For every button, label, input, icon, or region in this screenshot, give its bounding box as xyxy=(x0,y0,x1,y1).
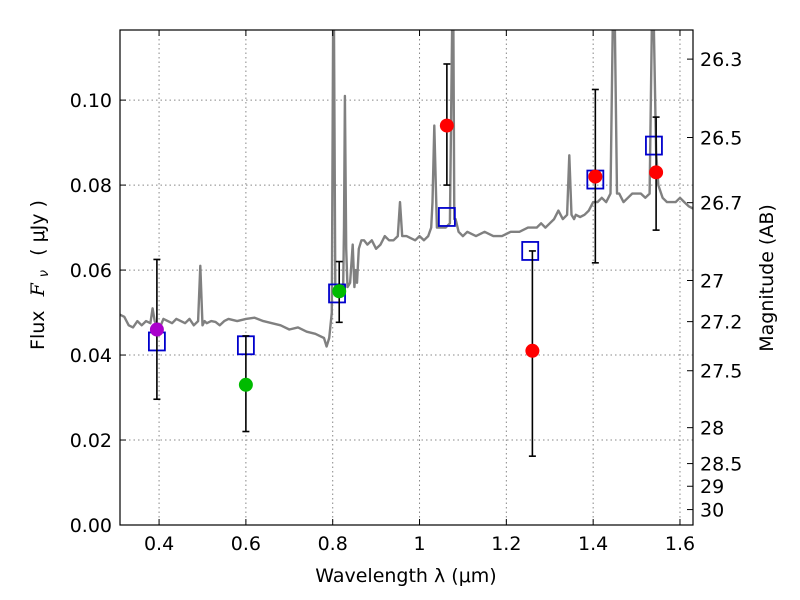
x-tick-label: 1.6 xyxy=(665,533,695,555)
observed-layer xyxy=(149,63,664,457)
y-axis-label-text: Flux xyxy=(27,310,49,350)
model-photometry-box xyxy=(645,135,663,156)
right-tick-label: 30 xyxy=(700,500,724,522)
x-tick-label: 0.8 xyxy=(318,533,348,555)
right-tick-label: 26.3 xyxy=(700,49,742,71)
x-tick-label: 1.4 xyxy=(578,533,608,555)
x-tick-label: 1 xyxy=(413,533,425,555)
svg-text:Flux F ν ( μ: Flux F ν ( μJy ) xyxy=(27,200,53,350)
right-tick-label: 27 xyxy=(700,270,724,292)
y-axis-label-unit: ( μJy ) xyxy=(27,200,49,256)
observed-point xyxy=(525,343,540,358)
x-axis-label: Wavelength λ (μm) xyxy=(315,565,496,587)
right-tick-label: 29 xyxy=(700,476,724,498)
observed-point xyxy=(238,377,253,392)
right-tick-label: 27.5 xyxy=(700,361,742,383)
observed-point xyxy=(649,165,664,180)
model-photometry-box xyxy=(437,207,456,227)
x-tick-label: 1.2 xyxy=(491,533,521,555)
y-tick-label: 0.02 xyxy=(70,430,112,452)
observed-point xyxy=(588,169,603,184)
x-tick-label: 0.6 xyxy=(231,533,261,555)
plot-frame xyxy=(119,29,694,526)
y-tick-label: 0.04 xyxy=(70,345,112,367)
spectrum-layer xyxy=(120,30,693,348)
right-tick-label: 26.7 xyxy=(700,193,742,215)
x-tick-label: 0.4 xyxy=(144,533,174,555)
y-tick-label: 0.08 xyxy=(70,175,112,197)
y-tick-label: 0.00 xyxy=(70,515,112,537)
right-axis-label: Magnitude (AB) xyxy=(756,204,778,352)
ticks xyxy=(120,30,693,526)
right-tick-label: 27.2 xyxy=(700,312,742,334)
y-tick-label: 0.06 xyxy=(70,260,112,282)
y-axis-label: Flux F ν ( μJy ) xyxy=(27,200,53,350)
observed-point xyxy=(332,284,347,299)
model-photometry-box xyxy=(521,241,540,261)
spectrum-line xyxy=(120,30,693,348)
model-layer xyxy=(147,135,663,356)
right-tick-label: 28 xyxy=(700,418,724,440)
observed-point xyxy=(439,118,454,133)
observed-point xyxy=(149,322,164,337)
y-tick-label: 0.10 xyxy=(70,90,112,112)
tick-labels: 0.4 0.6 0.8 1 1.2 1.4 1.6 0.00 0.02 0.04 0.06 0.08 0… xyxy=(70,49,743,555)
gridlines xyxy=(120,30,693,526)
y-axis-label-sub: ν xyxy=(37,270,52,277)
right-tick-label: 26.5 xyxy=(700,127,742,149)
y-axis-label-math: F xyxy=(27,282,49,297)
right-tick-label: 28.5 xyxy=(700,454,742,476)
